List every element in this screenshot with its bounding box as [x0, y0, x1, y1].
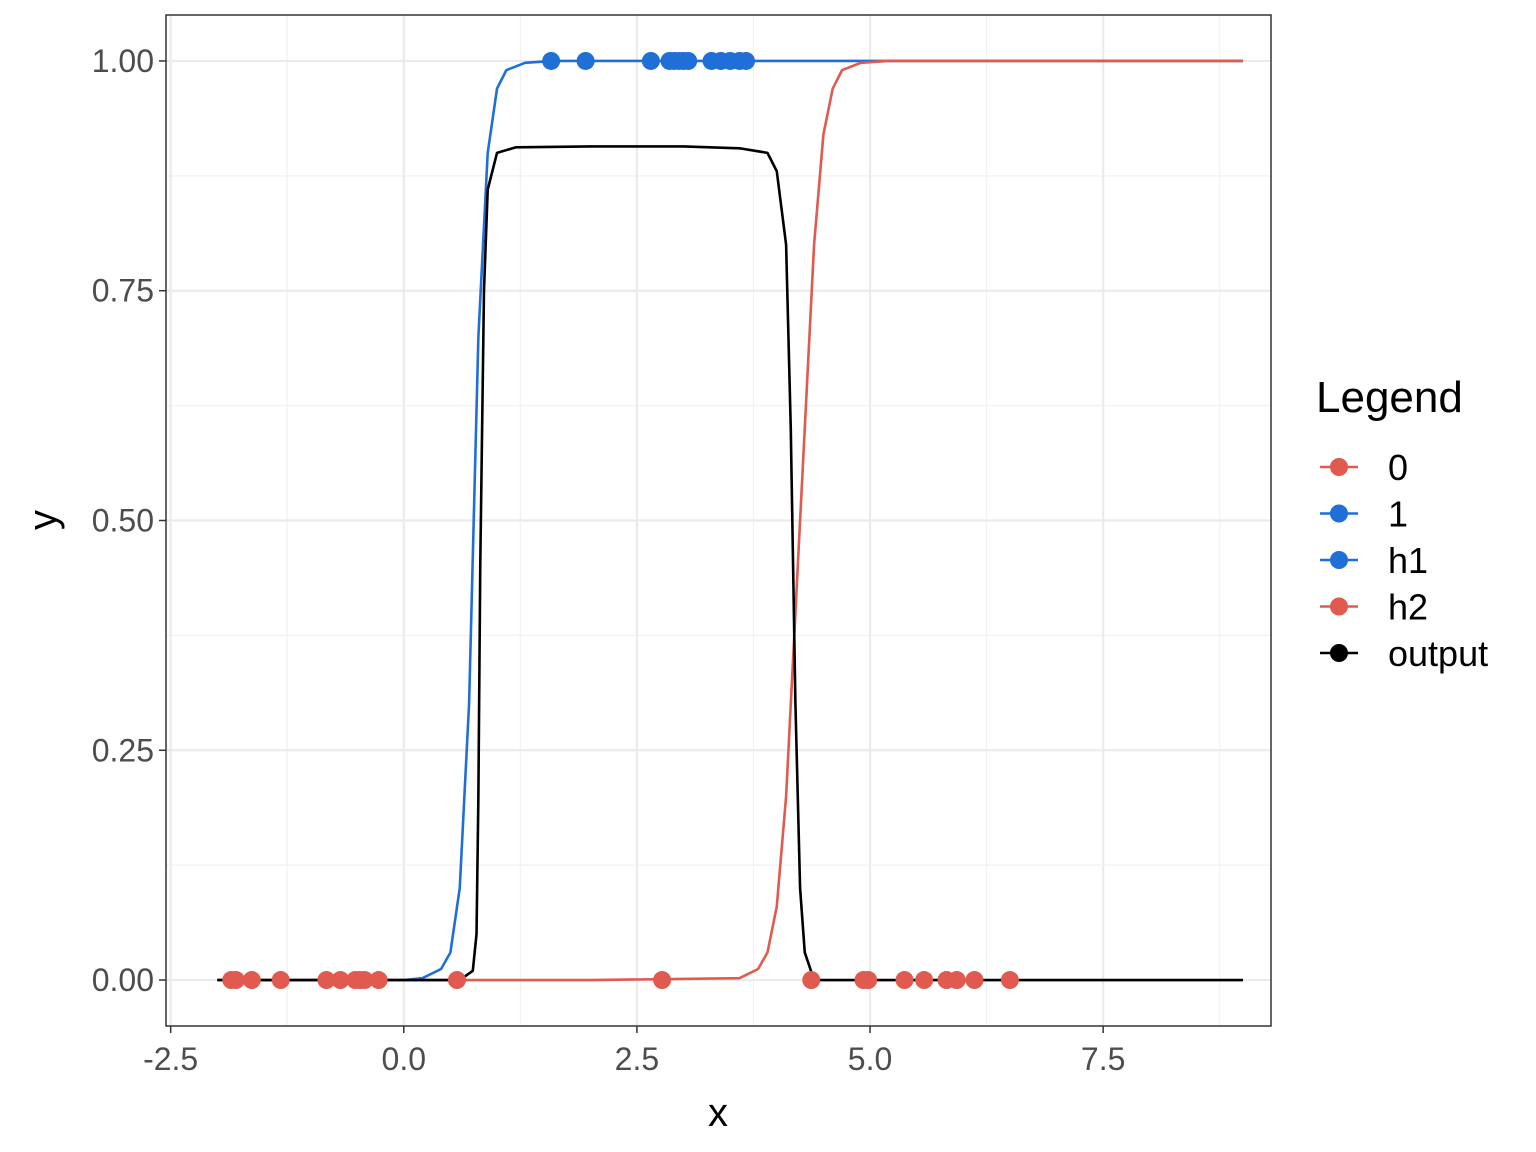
data-point-0	[369, 971, 388, 990]
x-tick-label: 2.5	[615, 1041, 659, 1077]
data-point-1	[641, 51, 660, 70]
data-point-1	[737, 51, 756, 70]
data-point-0	[965, 971, 984, 990]
data-point-0	[653, 971, 672, 990]
x-tick-label: -2.5	[143, 1041, 198, 1077]
legend-label: 0	[1388, 447, 1408, 488]
points	[222, 51, 1019, 990]
data-point-0	[859, 971, 878, 990]
legend-label: 1	[1388, 494, 1408, 535]
data-point-1	[576, 51, 595, 70]
y-tick-label: 0.50	[92, 503, 154, 539]
x-axis-title: x	[708, 1091, 728, 1135]
data-point-0	[947, 971, 966, 990]
y-tick-label: 0.25	[92, 732, 154, 768]
legend-label: h2	[1388, 587, 1428, 628]
series-line-h2	[217, 59, 1244, 982]
y-axis-ticks: 0.00 0.25 0.50 0.75 1.00	[92, 43, 166, 998]
legend-key-point	[1330, 551, 1348, 569]
y-tick-label: 0.00	[92, 962, 154, 998]
y-tick-label: 1.00	[92, 43, 154, 79]
legend-label: h1	[1388, 540, 1428, 581]
legend-title: Legend	[1316, 373, 1463, 422]
x-tick-label: 7.5	[1081, 1041, 1125, 1077]
data-point-0	[802, 971, 821, 990]
data-point-0	[1000, 971, 1019, 990]
data-point-1	[542, 51, 561, 70]
data-point-0	[331, 971, 350, 990]
legend-label: output	[1388, 633, 1488, 674]
legend: Legend 0 1 h1 h2 output	[1316, 373, 1488, 674]
data-point-0	[447, 971, 466, 990]
data-point-0	[242, 971, 261, 990]
series-line-output	[217, 145, 1244, 982]
data-point-0	[271, 971, 290, 990]
data-point-1	[679, 51, 698, 70]
data-point-0	[915, 971, 934, 990]
y-tick-label: 0.75	[92, 273, 154, 309]
x-tick-label: 5.0	[848, 1041, 892, 1077]
legend-key-point	[1330, 644, 1348, 662]
y-axis-title: y	[21, 510, 65, 530]
data-point-0	[226, 971, 245, 990]
legend-key-point	[1330, 597, 1348, 616]
legend-key-point	[1330, 458, 1348, 476]
data-point-0	[895, 971, 914, 990]
data-point-0	[355, 971, 374, 990]
data-point-0	[317, 971, 336, 990]
legend-key-point	[1330, 504, 1348, 523]
x-axis-ticks: -2.5 0.0 2.5 5.0 7.5	[143, 1026, 1125, 1077]
x-tick-label: 0.0	[382, 1041, 426, 1077]
